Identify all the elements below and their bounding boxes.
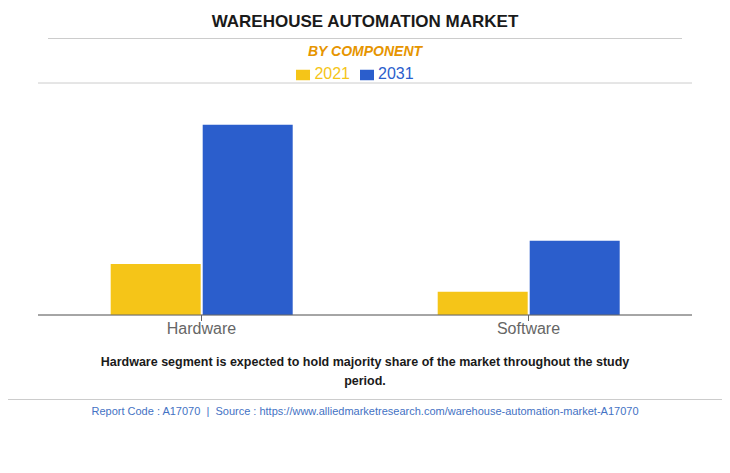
html-text:Hardware segment is expected t: Hardware segment is expected to hold maj…: [100, 355, 630, 369]
html-text:2021: 2021: [314, 65, 350, 82]
html-text:period.: period.: [344, 373, 386, 388]
html-text:Report Code : A17070 | Source: Report Code : A17070 | Source : https://…: [91, 404, 639, 417]
html-text:2031: 2031: [378, 65, 414, 82]
html-text:BY COMPONENT: BY COMPONENT: [308, 43, 422, 59]
svg-text:Hardware: Hardware: [167, 320, 236, 337]
html-text:WAREHOUSE AUTOMATION MARKET: WAREHOUSE AUTOMATION MARKET: [211, 12, 519, 31]
svg-text:Software: Software: [497, 320, 560, 337]
